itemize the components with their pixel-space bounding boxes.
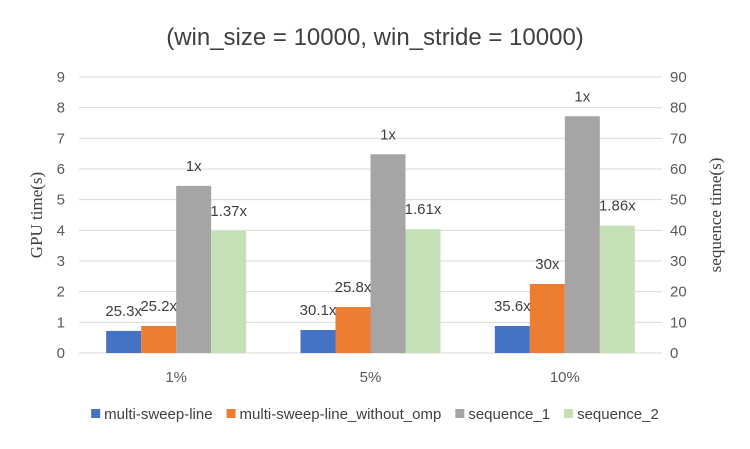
data-label: 1x [186, 158, 202, 175]
data-label: 25.8x [335, 279, 372, 296]
data-label: 1.86x [599, 198, 636, 215]
data-label: 1.37x [210, 203, 247, 220]
chart-title: (win_size = 10000, win_stride = 10000) [166, 24, 584, 51]
right-tick-label: 20 [670, 284, 687, 301]
right-axis-label: sequence time(s) [706, 158, 725, 273]
legend-swatch [564, 409, 574, 418]
data-label: 1.61x [405, 201, 442, 218]
bar [106, 330, 142, 353]
legend-swatch [455, 409, 465, 418]
bar [141, 326, 177, 353]
data-label: 30x [535, 256, 560, 273]
right-tick-label: 60 [670, 161, 687, 178]
bars [106, 116, 635, 354]
data-label: 35.6x [494, 298, 531, 315]
category-label: 10% [550, 369, 580, 386]
left-tick-label: 3 [57, 253, 65, 270]
left-tick-label: 0 [57, 345, 65, 362]
bar [494, 326, 530, 353]
data-label: 25.2x [140, 298, 177, 315]
legend: multi-sweep-line multi-sweep-line_without… [91, 406, 659, 423]
right-axis-ticks: 0 10 20 30 40 50 60 70 80 90 [670, 69, 687, 362]
right-tick-label: 70 [670, 130, 687, 147]
left-tick-label: 4 [57, 222, 65, 239]
bar [529, 284, 565, 353]
bar [564, 116, 600, 354]
legend-label: sequence_2 [577, 406, 659, 423]
data-label: 1x [380, 126, 396, 143]
right-tick-label: 10 [670, 314, 687, 331]
right-tick-label: 80 [670, 100, 687, 117]
bar [599, 225, 635, 353]
category-label: 5% [360, 369, 382, 386]
left-tick-label: 7 [57, 130, 65, 147]
bar [335, 307, 371, 353]
right-tick-label: 90 [670, 69, 687, 86]
category-axis-ticks: 1% 5% 10% [165, 369, 580, 386]
left-tick-label: 8 [57, 100, 65, 117]
bar [300, 330, 336, 353]
bar [370, 154, 406, 353]
legend-label: sequence_1 [468, 406, 550, 423]
legend-swatch [91, 409, 101, 418]
data-label: 25.3x [105, 303, 142, 320]
data-label: 1x [574, 88, 590, 105]
left-axis-label: GPU time(s) [27, 172, 46, 258]
legend-swatch [226, 409, 236, 418]
left-tick-label: 6 [57, 161, 65, 178]
category-label: 1% [165, 369, 187, 386]
bar [176, 185, 212, 353]
bar [211, 230, 247, 353]
right-tick-label: 40 [670, 222, 687, 239]
left-tick-label: 2 [57, 284, 65, 301]
left-tick-label: 5 [57, 192, 65, 209]
left-axis-ticks: 0 1 2 3 4 5 6 7 8 9 [57, 69, 65, 362]
left-tick-label: 1 [57, 314, 65, 331]
right-tick-label: 0 [670, 345, 678, 362]
bar [405, 229, 441, 353]
right-tick-label: 50 [670, 192, 687, 209]
legend-label: multi-sweep-line_without_omp [240, 406, 442, 423]
legend-label: multi-sweep-line [104, 406, 212, 423]
data-label: 30.1x [300, 302, 337, 319]
left-tick-label: 9 [57, 69, 65, 86]
right-tick-label: 30 [670, 253, 687, 270]
